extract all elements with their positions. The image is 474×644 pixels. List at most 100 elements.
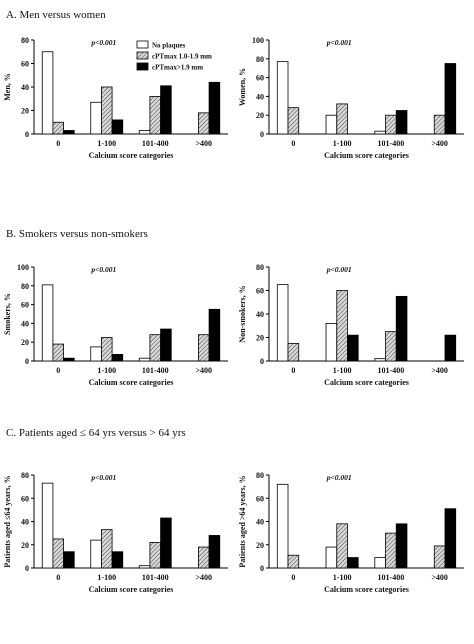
bar-cptmax-high — [111, 354, 124, 362]
bar-cptmax-mid — [149, 96, 161, 135]
p-value-annotation: p<0.001 — [326, 473, 352, 482]
y-tick-label: 0 — [260, 564, 264, 573]
bar-no-plaques — [138, 357, 151, 362]
bar-cptmax-mid — [101, 337, 113, 362]
x-tick-label: 1-100 — [333, 139, 352, 148]
bar-no-plaques — [276, 284, 289, 362]
y-tick-label: 60 — [21, 301, 29, 310]
bar-cptmax-high — [63, 357, 75, 362]
p-value-annotation: p<0.001 — [90, 473, 116, 482]
bar-cptmax-high — [208, 308, 221, 362]
bar-cptmax-high — [111, 119, 124, 135]
y-tick-label: 80 — [256, 55, 264, 64]
bar-cptmax-mid — [287, 107, 300, 135]
y-tick-label: 0 — [25, 564, 29, 573]
legend-swatch — [136, 51, 149, 60]
y-axis-label: Women, % — [238, 68, 247, 106]
chart-1: 0 20 40 60 80 0 1-100 101-400 >400 Calcium score … — [3, 36, 228, 160]
panel-c-title: C. Patients aged ≤ 64 yrs versus > 64 yr… — [6, 427, 186, 439]
bar-no-plaques — [325, 322, 338, 362]
bar-cptmax-mid — [101, 86, 113, 135]
legend-label: No plaques — [152, 42, 186, 50]
x-tick-label: 101-400 — [378, 366, 405, 375]
y-tick-label: 60 — [21, 494, 29, 503]
chart-2: 0 20 40 60 80 100 0 1-100 101-400 >400 Calcium sco… — [238, 36, 464, 160]
bar-cptmax-high — [444, 63, 457, 135]
x-tick-label: >400 — [195, 139, 212, 148]
p-value-annotation: p<0.001 — [326, 265, 352, 274]
x-tick-label: 101-400 — [378, 139, 405, 148]
bar-cptmax-high — [444, 508, 457, 569]
x-tick-label: 1-100 — [97, 573, 116, 582]
chart-5: 0 20 40 60 80 0 1-100 101-400 >400 Calcium score … — [3, 471, 228, 594]
panel-a-title: A. Men versus women — [6, 9, 106, 21]
bar-cptmax-mid — [149, 542, 161, 569]
x-tick-label: 0 — [56, 139, 60, 148]
y-tick-label: 40 — [21, 518, 29, 527]
x-axis-label: Calcium score categories — [89, 151, 174, 160]
y-tick-label: 40 — [256, 518, 264, 527]
legend-swatch — [136, 62, 149, 71]
y-tick-label: 40 — [256, 92, 264, 101]
p-value-annotation: p<0.001 — [90, 265, 116, 274]
x-tick-label: 1-100 — [333, 573, 352, 582]
y-tick-label: 0 — [260, 357, 264, 366]
bar-cptmax-high — [208, 535, 221, 569]
x-tick-label: >400 — [195, 573, 212, 582]
bar-no-plaques — [41, 482, 54, 569]
y-tick-label: 80 — [256, 471, 264, 480]
bar-cptmax-high — [160, 328, 172, 362]
y-tick-label: 20 — [256, 541, 264, 550]
y-tick-label: 0 — [25, 357, 29, 366]
bar-no-plaques — [90, 101, 102, 135]
bar-no-plaques — [374, 130, 386, 135]
bar-no-plaques — [138, 130, 151, 135]
y-tick-label: 0 — [260, 130, 264, 139]
bar-cptmax-high — [63, 551, 75, 569]
bar-cptmax-high — [208, 81, 221, 135]
x-tick-label: 101-400 — [142, 366, 169, 375]
x-tick-label: >400 — [431, 573, 448, 582]
y-tick-label: 80 — [21, 471, 29, 480]
bar-cptmax-high — [160, 517, 172, 569]
charts-group: 0 20 40 60 80 0 1-100 101-400 >400 Calcium score … — [3, 36, 464, 594]
bar-cptmax-mid — [198, 546, 210, 569]
y-tick-label: 60 — [256, 287, 264, 296]
bar-cptmax-high — [63, 130, 75, 135]
x-tick-label: 101-400 — [142, 573, 169, 582]
bar-cptmax-high — [395, 110, 408, 135]
bar-no-plaques — [325, 114, 338, 135]
bar-cptmax-mid — [198, 334, 210, 362]
bar-cptmax-high — [160, 85, 172, 135]
y-tick-label: 0 — [25, 130, 29, 139]
y-tick-label: 100 — [17, 263, 29, 272]
bar-cptmax-mid — [198, 112, 210, 135]
bar-cptmax-mid — [52, 343, 64, 362]
x-tick-label: 1-100 — [97, 139, 116, 148]
y-tick-label: 20 — [256, 334, 264, 343]
bar-cptmax-mid — [433, 114, 446, 135]
x-tick-label: 0 — [291, 139, 295, 148]
x-axis-label: Calcium score categories — [324, 585, 409, 594]
bar-cptmax-mid — [52, 121, 64, 135]
legend-label: cPTmax>1.9 mm — [152, 64, 203, 72]
p-value-annotation: p<0.001 — [326, 38, 352, 47]
y-tick-label: 20 — [21, 338, 29, 347]
y-tick-label: 60 — [21, 60, 29, 69]
x-tick-label: 1-100 — [97, 366, 116, 375]
bar-cptmax-mid — [101, 529, 113, 569]
y-tick-label: 40 — [21, 319, 29, 328]
bar-no-plaques — [374, 358, 386, 362]
x-axis-label: Calcium score categories — [89, 378, 174, 387]
y-tick-label: 80 — [21, 36, 29, 45]
bar-cptmax-mid — [149, 334, 161, 362]
bar-cptmax-mid — [433, 545, 446, 569]
bar-no-plaques — [276, 61, 289, 135]
x-tick-label: 0 — [56, 366, 60, 375]
bar-no-plaques — [374, 557, 386, 569]
bar-cptmax-high — [347, 334, 359, 362]
bar-cptmax-high — [347, 557, 359, 569]
x-tick-label: 101-400 — [142, 139, 169, 148]
y-axis-label: Patients aged ≤64 years, % — [3, 475, 12, 567]
